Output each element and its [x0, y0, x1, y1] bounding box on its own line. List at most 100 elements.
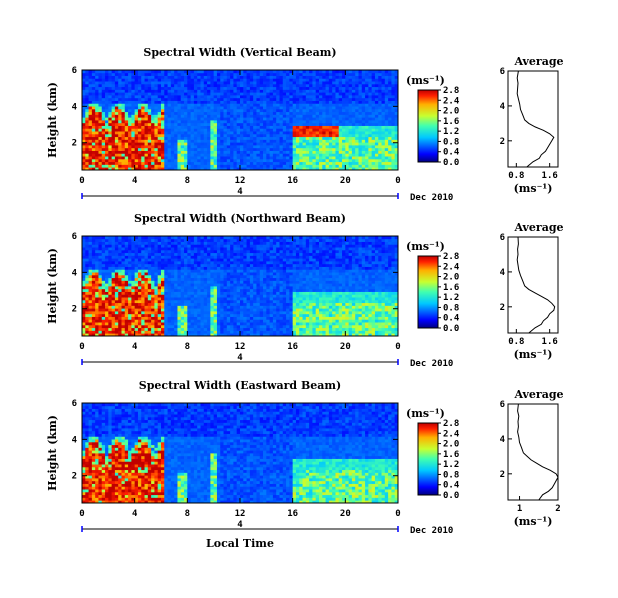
heatmap-cell	[236, 161, 241, 165]
heatmap-cell	[197, 327, 201, 331]
heatmap-cell	[144, 236, 149, 240]
heatmap-cell	[108, 106, 113, 110]
heatmap-cell	[312, 97, 317, 101]
heatmap-cell	[207, 305, 211, 309]
heatmap-cell	[184, 78, 188, 82]
heatmap-cell	[108, 313, 113, 317]
heatmap-cell	[174, 72, 178, 76]
heatmap-cell	[147, 247, 152, 251]
heatmap-cell	[226, 167, 231, 171]
heatmap-cell	[207, 241, 211, 245]
heatmap-cell	[249, 139, 254, 143]
heatmap-cell	[131, 117, 136, 121]
heatmap-cell	[216, 139, 221, 143]
heatmap-cell	[101, 108, 106, 113]
heatmap-cell	[170, 89, 175, 93]
heatmap-cell	[335, 72, 340, 76]
heatmap-cell	[101, 324, 106, 329]
heatmap-cell	[197, 167, 201, 171]
heatmap-cell	[141, 319, 145, 323]
heatmap-cell	[154, 125, 159, 129]
heatmap-cell	[253, 106, 257, 110]
heatmap-cell	[190, 145, 195, 149]
heatmap-cell	[240, 81, 244, 85]
heatmap-cell	[355, 128, 359, 132]
heatmap-cell	[197, 128, 201, 132]
heatmap-cell	[128, 330, 132, 334]
heatmap-cell	[325, 103, 330, 107]
heatmap-cell	[319, 164, 323, 168]
heatmap-cell	[137, 286, 142, 290]
heatmap-cell	[114, 291, 119, 295]
heatmap-cell	[190, 158, 195, 163]
heatmap-cell	[151, 139, 155, 143]
heatmap-cell	[342, 131, 346, 135]
heatmap-cell	[131, 313, 136, 317]
heatmap-cell	[319, 100, 323, 104]
heatmap-cell	[180, 89, 185, 93]
heatmap-cell	[213, 92, 218, 96]
heatmap-cell	[335, 120, 340, 124]
heatmap-cell	[256, 120, 261, 124]
heatmap-cell	[111, 330, 116, 334]
heatmap-cell	[180, 108, 185, 113]
heatmap-cell	[134, 161, 139, 165]
heatmap-cell	[134, 330, 139, 334]
heatmap-cell	[282, 97, 287, 101]
heatmap-cell	[240, 86, 244, 90]
heatmap-cell	[295, 103, 300, 107]
heatmap-cell	[177, 252, 182, 256]
heatmap-cell	[180, 153, 185, 157]
heatmap-cell	[351, 147, 356, 151]
heatmap-cell	[292, 86, 297, 90]
heatmap-cell	[328, 100, 333, 104]
heatmap-cell	[289, 136, 294, 140]
heatmap-cell	[332, 145, 336, 149]
heatmap-cell	[388, 133, 392, 138]
heatmap-cell	[88, 89, 93, 93]
heatmap-cell	[114, 72, 119, 76]
heatmap-cell	[164, 125, 168, 129]
heatmap-cell	[190, 274, 195, 279]
heatmap-cell	[233, 145, 238, 149]
heatmap-cell	[114, 297, 119, 301]
heatmap-cell	[111, 299, 116, 304]
heatmap-cell	[177, 294, 182, 298]
heatmap-cell	[309, 120, 313, 124]
heatmap-cell	[243, 164, 247, 168]
heatmap-cell	[249, 117, 254, 121]
heatmap-cell	[213, 167, 218, 171]
heatmap-cell	[170, 120, 175, 124]
heatmap-cell	[368, 133, 373, 138]
heatmap-cell	[82, 266, 86, 270]
heatmap-cell	[207, 266, 211, 270]
heatmap-cell	[193, 89, 198, 93]
heatmap-cell	[177, 78, 182, 82]
heatmap-cell	[368, 70, 373, 74]
heatmap-cell	[124, 297, 129, 301]
heatmap-cell	[259, 142, 264, 146]
heatmap-cell	[177, 89, 182, 93]
heatmap-cell	[164, 249, 168, 254]
heatmap-cell	[203, 111, 208, 115]
y-tick-label: 6	[72, 66, 77, 76]
heatmap-cell	[101, 330, 106, 334]
heatmap-cell	[161, 161, 165, 165]
heatmap-cell	[256, 92, 261, 96]
heatmap-cell	[276, 153, 280, 157]
heatmap-cell	[207, 272, 211, 276]
heatmap-cell	[276, 81, 280, 85]
heatmap-cell	[184, 247, 188, 251]
heatmap-cell	[332, 133, 336, 138]
heatmap-cell	[305, 156, 310, 160]
heatmap-cell	[128, 150, 132, 154]
heatmap-cell	[98, 153, 103, 157]
heatmap-cell	[88, 238, 93, 242]
heatmap-cell	[137, 249, 142, 254]
heatmap-cell	[157, 78, 162, 82]
heatmap-cell	[216, 70, 221, 74]
heatmap-cell	[193, 142, 198, 146]
heatmap-cell	[335, 117, 340, 121]
heatmap-cell	[161, 269, 165, 273]
heatmap-cell	[174, 277, 178, 281]
